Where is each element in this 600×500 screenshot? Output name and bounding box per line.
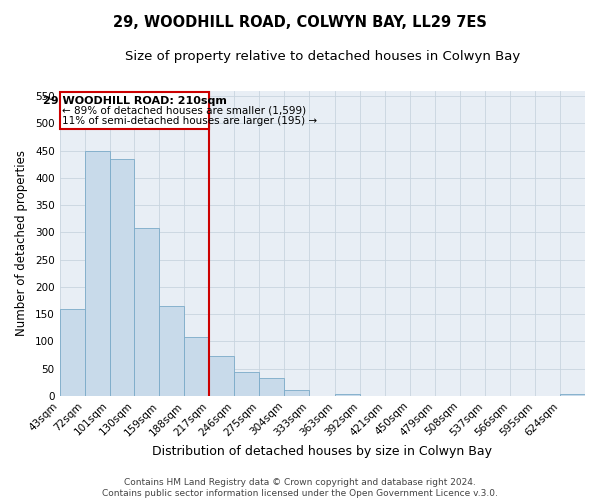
Bar xyxy=(235,372,259,396)
Bar xyxy=(209,356,235,396)
Bar xyxy=(160,306,184,396)
FancyBboxPatch shape xyxy=(59,92,209,128)
Bar xyxy=(560,394,585,396)
Title: Size of property relative to detached houses in Colwyn Bay: Size of property relative to detached ho… xyxy=(125,50,520,63)
Bar xyxy=(110,158,134,396)
Bar xyxy=(134,228,160,396)
X-axis label: Distribution of detached houses by size in Colwyn Bay: Distribution of detached houses by size … xyxy=(152,444,492,458)
Text: 29, WOODHILL ROAD, COLWYN BAY, LL29 7ES: 29, WOODHILL ROAD, COLWYN BAY, LL29 7ES xyxy=(113,15,487,30)
Text: 11% of semi-detached houses are larger (195) →: 11% of semi-detached houses are larger (… xyxy=(62,116,317,126)
Bar xyxy=(184,337,209,396)
Bar xyxy=(85,150,110,396)
Text: Contains HM Land Registry data © Crown copyright and database right 2024.
Contai: Contains HM Land Registry data © Crown c… xyxy=(102,478,498,498)
Text: 29 WOODHILL ROAD: 210sqm: 29 WOODHILL ROAD: 210sqm xyxy=(43,96,226,106)
Bar xyxy=(284,390,310,396)
Text: ← 89% of detached houses are smaller (1,599): ← 89% of detached houses are smaller (1,… xyxy=(62,106,306,116)
Y-axis label: Number of detached properties: Number of detached properties xyxy=(15,150,28,336)
Bar xyxy=(335,394,360,396)
Bar xyxy=(259,378,284,396)
Bar xyxy=(59,308,85,396)
